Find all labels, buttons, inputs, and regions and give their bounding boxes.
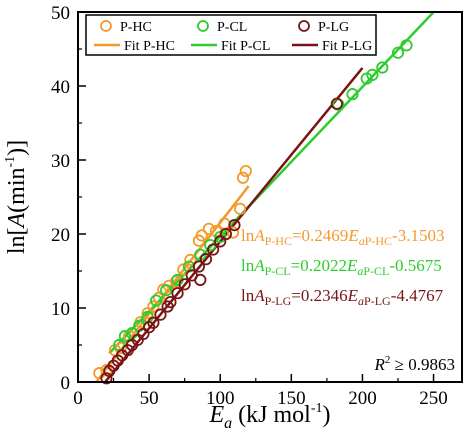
fit-equations: lnAP-HC=0.2469EaP-HC-3.1503 lnAP-CL=0.202… xyxy=(241,226,455,374)
x-tick-label: 250 xyxy=(419,388,448,409)
point-p-cl xyxy=(118,330,132,343)
data-points xyxy=(93,39,413,385)
y-tick-label: 30 xyxy=(51,151,70,172)
legend-label: P-HC xyxy=(120,20,152,35)
point-p-lg xyxy=(178,278,191,291)
fit-equation: lnAP-LG=0.2346EaP-LG-4.4767 xyxy=(241,286,444,308)
x-tick-label: 0 xyxy=(73,388,83,409)
x-tick-label: 50 xyxy=(140,388,159,409)
legend-marker xyxy=(100,20,112,32)
x-tick-label: 200 xyxy=(348,388,377,409)
legend-fit-label: Fit P-CL xyxy=(221,39,270,54)
point-p-hc xyxy=(177,263,190,276)
fit-lines xyxy=(95,11,435,383)
y-axis-label: ln[A(min-1)] xyxy=(3,140,30,254)
point-p-lg xyxy=(192,260,205,273)
axes-layer: 0 50 100 150 200 250 0 10 20 30 40 50 xyxy=(51,3,448,409)
legend-marker xyxy=(298,20,310,32)
legend-label: P-CL xyxy=(217,20,247,35)
y-tick-label: 0 xyxy=(61,373,71,394)
point-p-hc xyxy=(147,300,160,313)
y-tick-label: 50 xyxy=(51,3,70,24)
legend-fit-label: Fit P-HC xyxy=(124,39,175,54)
legend-fit-label: Fit P-LG xyxy=(322,39,372,54)
point-p-cl xyxy=(214,230,227,244)
fit-equation: lnAP-CL=0.2022EaP-CL-0.5675 xyxy=(241,256,442,278)
point-p-hc xyxy=(195,229,208,242)
x-axis-label: Ea (kJ mol-1) xyxy=(208,401,330,432)
point-p-lg xyxy=(199,253,213,266)
point-p-lg xyxy=(207,243,220,256)
point-p-hc xyxy=(234,202,247,215)
point-p-lg xyxy=(228,219,241,232)
point-p-hc xyxy=(202,222,215,235)
point-p-cl xyxy=(376,61,389,74)
point-p-cl xyxy=(346,88,359,101)
point-p-cl xyxy=(150,294,163,307)
plot-frame xyxy=(77,11,463,383)
legend-box xyxy=(85,14,377,56)
legend-label: P-LG xyxy=(318,20,349,35)
point-p-lg xyxy=(219,227,233,241)
point-p-cl xyxy=(391,46,405,59)
y-tick-label: 40 xyxy=(51,77,70,98)
point-p-lg xyxy=(164,295,177,309)
axis-labels: Ea (kJ mol-1) ln[A(min-1)] xyxy=(3,140,331,432)
fit-equation: lnAP-HC=0.2469EaP-HC-3.1503 xyxy=(241,226,444,248)
fit-line-p-lg xyxy=(104,67,364,383)
point-p-lg xyxy=(330,97,343,110)
point-p-hc xyxy=(239,165,252,178)
point-p-lg xyxy=(194,273,207,286)
point-p-lg xyxy=(100,372,113,385)
y-tick-label: 10 xyxy=(51,299,70,320)
point-p-hc xyxy=(226,226,240,239)
x-tick-label: 100 xyxy=(206,388,235,409)
point-p-cl xyxy=(160,284,173,297)
legend: P-HC Fit P-HC P-CL Fit P-CL P-LG Fit P-LG xyxy=(85,14,377,56)
point-p-cl xyxy=(366,68,379,82)
point-p-cl xyxy=(400,39,413,52)
r-squared: R2 ≥ 0.9863 xyxy=(374,354,455,374)
point-p-hc xyxy=(236,171,250,184)
x-tick-label: 150 xyxy=(277,388,306,409)
point-p-lg xyxy=(154,308,167,321)
point-p-hc xyxy=(184,253,197,266)
point-p-lg xyxy=(147,316,160,329)
point-p-lg xyxy=(171,287,184,300)
y-tick-label: 20 xyxy=(51,225,70,246)
legend-marker xyxy=(197,20,209,32)
